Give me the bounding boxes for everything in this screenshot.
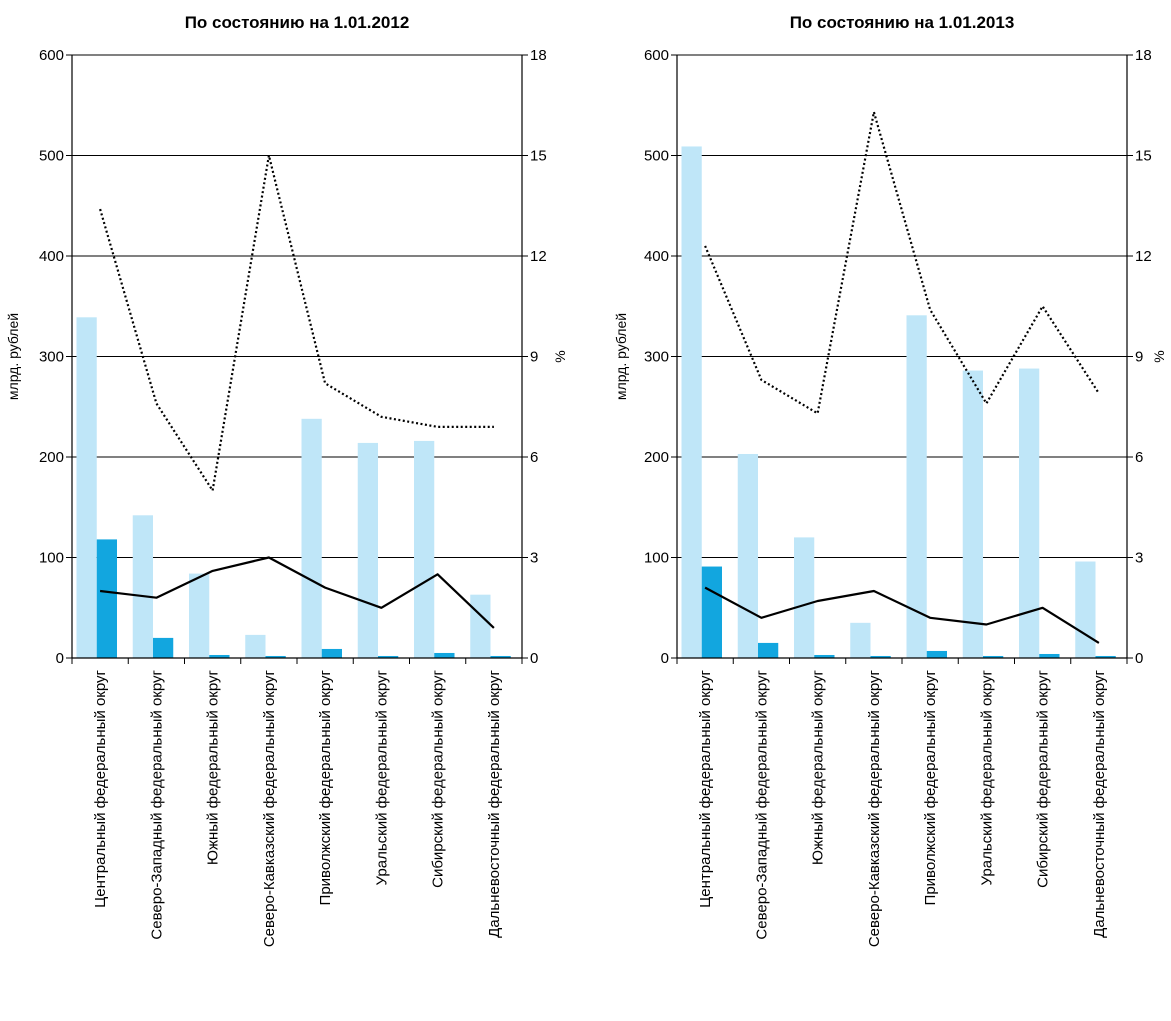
bar-dark-8 — [1095, 655, 1116, 658]
category-label: Южный федеральный округ — [810, 669, 827, 865]
bar-light-1 — [76, 317, 97, 658]
y2-tick-label: 6 — [1135, 449, 1143, 466]
y-axis-title: млрд. рублей — [5, 313, 21, 400]
y-tick-label: 300 — [644, 349, 669, 366]
bar-dark-6 — [378, 655, 399, 658]
y2-tick-label: 12 — [530, 248, 547, 265]
bar-light-3 — [189, 573, 210, 658]
category-label: Северо-Западный федеральный округ — [148, 669, 165, 939]
bar-light-4 — [850, 622, 871, 658]
y2-tick-label: 12 — [1135, 248, 1152, 265]
bar-dark-3 — [209, 654, 230, 658]
category-label: Уральский федеральный округ — [373, 669, 390, 885]
category-label: Дальневосточный федеральный округ — [1091, 669, 1108, 937]
y-tick-label: 600 — [39, 47, 64, 64]
bar-light-2 — [737, 453, 758, 658]
category-label: Сибирский федеральный округ — [430, 669, 447, 887]
bar-dark-2 — [758, 642, 779, 658]
bar-dark-4 — [870, 655, 891, 658]
bar-light-5 — [301, 418, 322, 658]
y2-tick-label: 18 — [1135, 47, 1152, 64]
y2-axis-title: % — [1151, 350, 1167, 362]
bar-light-5 — [906, 315, 927, 658]
y-tick-label: 400 — [644, 248, 669, 265]
bar-dark-8 — [490, 655, 511, 658]
bar-light-4 — [245, 634, 266, 658]
y2-tick-label: 18 — [530, 47, 547, 64]
bar-light-6 — [357, 442, 378, 658]
category-label: Уральский федеральный округ — [978, 669, 995, 885]
y-tick-label: 0 — [56, 650, 64, 667]
y2-tick-label: 6 — [530, 449, 538, 466]
y-tick-label: 100 — [39, 550, 64, 567]
chart-panel-1: По состоянию на 1.01.2012 0 100 200 300 400 50… — [5, 13, 568, 947]
category-label: Приволжский федеральный округ — [922, 669, 939, 905]
bar-light-8 — [1075, 561, 1096, 658]
category-label: Центральный федеральный округ — [697, 669, 714, 907]
bar-dark-7 — [434, 652, 455, 658]
chart-panel-2: По состоянию на 1.01.2013 0 100 200 300 400 50… — [613, 13, 1167, 947]
y-tick-label: 400 — [39, 248, 64, 265]
y-tick-label: 200 — [644, 449, 669, 466]
y2-tick-label: 9 — [530, 349, 538, 366]
y-tick-label: 0 — [661, 650, 669, 667]
bar-light-7 — [414, 440, 435, 658]
bar-dark-5 — [321, 648, 342, 658]
bar-dark-6 — [983, 655, 1004, 658]
bar-light-6 — [962, 370, 983, 658]
line-solid — [704, 586, 1100, 644]
bar-dark-5 — [926, 650, 947, 658]
bar-light-7 — [1019, 368, 1040, 658]
y2-tick-label: 9 — [1135, 349, 1143, 366]
category-label: Центральный федеральный округ — [92, 669, 109, 907]
y2-tick-label: 3 — [530, 550, 538, 567]
bar-dark-1 — [96, 539, 117, 658]
bar-dark-1 — [701, 566, 722, 658]
y2-tick-label: 15 — [1135, 148, 1152, 165]
y-tick-label: 500 — [644, 148, 669, 165]
category-label: Северо-Западный федеральный округ — [753, 669, 770, 939]
y2-axis-title: % — [552, 350, 568, 362]
y2-tick-label: 3 — [1135, 550, 1143, 567]
y-tick-label: 600 — [644, 47, 669, 64]
bar-dark-7 — [1039, 653, 1060, 658]
y-tick-label: 300 — [39, 349, 64, 366]
y2-tick-label: 0 — [530, 650, 538, 667]
bar-light-1 — [681, 146, 702, 658]
bar-dark-2 — [153, 637, 174, 658]
category-label: Южный федеральный округ — [205, 669, 222, 865]
category-label: Сибирский федеральный округ — [1035, 669, 1052, 887]
bar-dark-3 — [814, 654, 835, 658]
y-tick-label: 200 — [39, 449, 64, 466]
y2-tick-label: 0 — [1135, 650, 1143, 667]
category-label: Северо-Кавказский федеральный округ — [261, 669, 278, 947]
y-tick-label: 500 — [39, 148, 64, 165]
chart-title: По состоянию на 1.01.2012 — [185, 13, 410, 32]
bar-dark-4 — [265, 655, 286, 658]
y-tick-label: 100 — [644, 550, 669, 567]
bar-light-2 — [132, 515, 153, 658]
category-label: Приволжский федеральный округ — [317, 669, 334, 905]
line-solid — [99, 556, 495, 629]
chart-title: По состоянию на 1.01.2013 — [790, 13, 1015, 32]
bar-light-3 — [794, 537, 815, 658]
line-dotted — [99, 154, 494, 492]
y-axis-title: млрд. рублей — [613, 313, 629, 400]
line-dotted — [704, 110, 1100, 415]
bar-light-8 — [470, 594, 491, 658]
category-label: Северо-Кавказский федеральный округ — [866, 669, 883, 947]
category-label: Дальневосточный федеральный округ — [486, 669, 503, 937]
y2-tick-label: 15 — [530, 148, 547, 165]
